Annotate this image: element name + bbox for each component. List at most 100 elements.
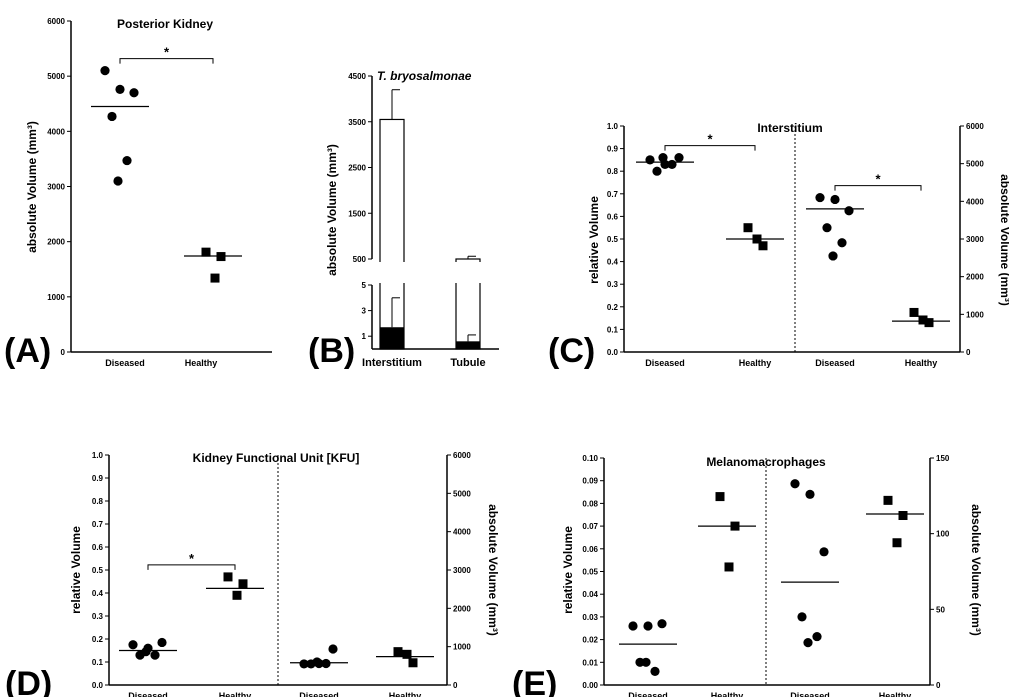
data-point-circle [328,644,338,654]
data-point-square [898,511,908,521]
data-point-square [909,307,919,317]
y-axis-label: relative Volume [587,196,601,284]
data-point-circle [299,659,309,669]
y2-axis-label: absolute Volume (mm³) [969,504,983,636]
y-tick-label: 0.0 [607,348,619,357]
chart-title: Interstitium [757,121,822,135]
data-point-circle [830,194,840,205]
y-tick-label: 0.3 [92,612,104,621]
data-point-square [715,492,725,502]
data-point-circle [822,223,832,233]
data-point-circle [312,657,322,667]
significance-bracket [147,564,236,570]
y-tick-label: 0.6 [607,212,619,221]
y-tick-label: 2500 [348,164,366,173]
y2-axis-label: absolute Volume (mm³) [486,504,500,636]
data-point-circle [658,153,668,163]
significance-star: * [164,45,170,60]
y-tick-label: 0.8 [607,167,619,176]
panel-letter: (C) [548,332,595,370]
x-tick-label: Tubule [450,357,485,369]
y2-tick-label: 2000 [453,604,471,613]
significance-bracket [834,185,922,191]
significance-bracket [119,58,214,64]
y-tick-label: 0.5 [92,566,104,575]
significance-bracket [664,145,756,151]
y-tick-label: 2000 [47,238,65,247]
y-tick-label: 5 [362,281,367,290]
data-point-square [201,247,211,257]
y2-tick-label: 0 [966,348,971,357]
data-point-circle [803,638,813,648]
data-point-circle [643,621,653,631]
data-point-circle [657,619,667,629]
y2-tick-label: 5000 [453,489,471,498]
data-point-square [232,590,242,600]
y-tick-label: 0.06 [582,545,598,554]
y-tick-label: 0.02 [582,636,598,645]
data-point-circle [819,547,829,557]
chart-title: T. bryosalmonae [377,69,472,83]
y-tick-label: 0.4 [92,589,104,598]
y-tick-label: 0.00 [582,681,598,690]
y-tick-label: 3500 [348,118,366,127]
data-point-circle [828,251,838,261]
data-point-square [210,273,220,283]
data-point-circle [150,650,160,660]
data-point-circle [141,647,151,657]
y-tick-label: 6000 [47,17,65,26]
x-tick-label: Diseased [815,358,855,368]
y-tick-label: 0.4 [607,258,619,267]
y2-tick-label: 1000 [966,310,984,319]
chart-title: Kidney Functional Unit [KFU] [193,451,360,465]
y2-tick-label: 0 [453,681,458,690]
data-point-circle [837,238,847,248]
panel-letter: (A) [4,332,51,370]
data-point-square [918,315,928,325]
y-axis-label: relative Volume [69,526,83,614]
y-tick-label: 0.1 [92,658,104,667]
y2-tick-label: 0 [936,681,941,690]
data-point-circle [805,489,815,499]
y-tick-label: 0.2 [92,635,104,644]
data-point-circle [115,84,125,95]
x-tick-label: Diseased [628,691,668,697]
y-tick-label: 0.7 [92,520,104,529]
bar-lower [380,327,404,349]
significance-star: * [189,551,195,566]
data-point-circle [790,479,800,489]
data-point-square [724,562,734,572]
y-tick-label: 0.05 [582,568,598,577]
y-tick-label: 0.07 [582,522,598,531]
y-tick-label: 4500 [348,72,366,81]
data-point-circle [650,666,660,676]
data-point-circle [641,657,651,667]
y-tick-label: 3000 [47,183,65,192]
y-tick-label: 0.08 [582,499,598,508]
bar-lower [456,341,480,349]
y2-tick-label: 3000 [453,566,471,575]
y2-tick-label: 3000 [966,235,984,244]
y-tick-label: 1500 [348,209,366,218]
data-point-circle [844,206,854,216]
chart-panel-d: 0.0 0.1 0.2 0.3 0.4 0.5 0.6 0.7 0.8 0.9 1.0 0 1000 20… [5,451,500,697]
y-tick-label: 0.7 [607,190,619,199]
y2-axis-label: absolute Volume (mm³) [998,174,1009,306]
data-point-circle [645,155,655,165]
data-point-circle [815,192,825,203]
y2-tick-label: 4000 [453,528,471,537]
chart-title: Posterior Kidney [117,17,213,31]
data-point-circle [129,88,139,98]
x-tick-label: Diseased [790,691,830,697]
chart-title: Melanomacrophages [706,455,826,469]
chart-panel-b: 1 3 5 500 1500 2500 3500 4500 Interstitium Tubule… [308,69,503,370]
x-tick-label: Healthy [739,358,772,368]
panel-letter: (D) [5,665,52,697]
chart-panel-a: 0 1000 2000 3000 4000 5000 6000 Posterior Kidne… [4,17,272,370]
x-tick-label: Healthy [879,691,912,697]
y-tick-label: 1000 [47,293,65,302]
data-point-circle [812,631,822,642]
x-tick-label: Diseased [645,358,685,368]
y-tick-label: 0.01 [582,658,598,667]
y-tick-label: 0.9 [607,145,619,154]
